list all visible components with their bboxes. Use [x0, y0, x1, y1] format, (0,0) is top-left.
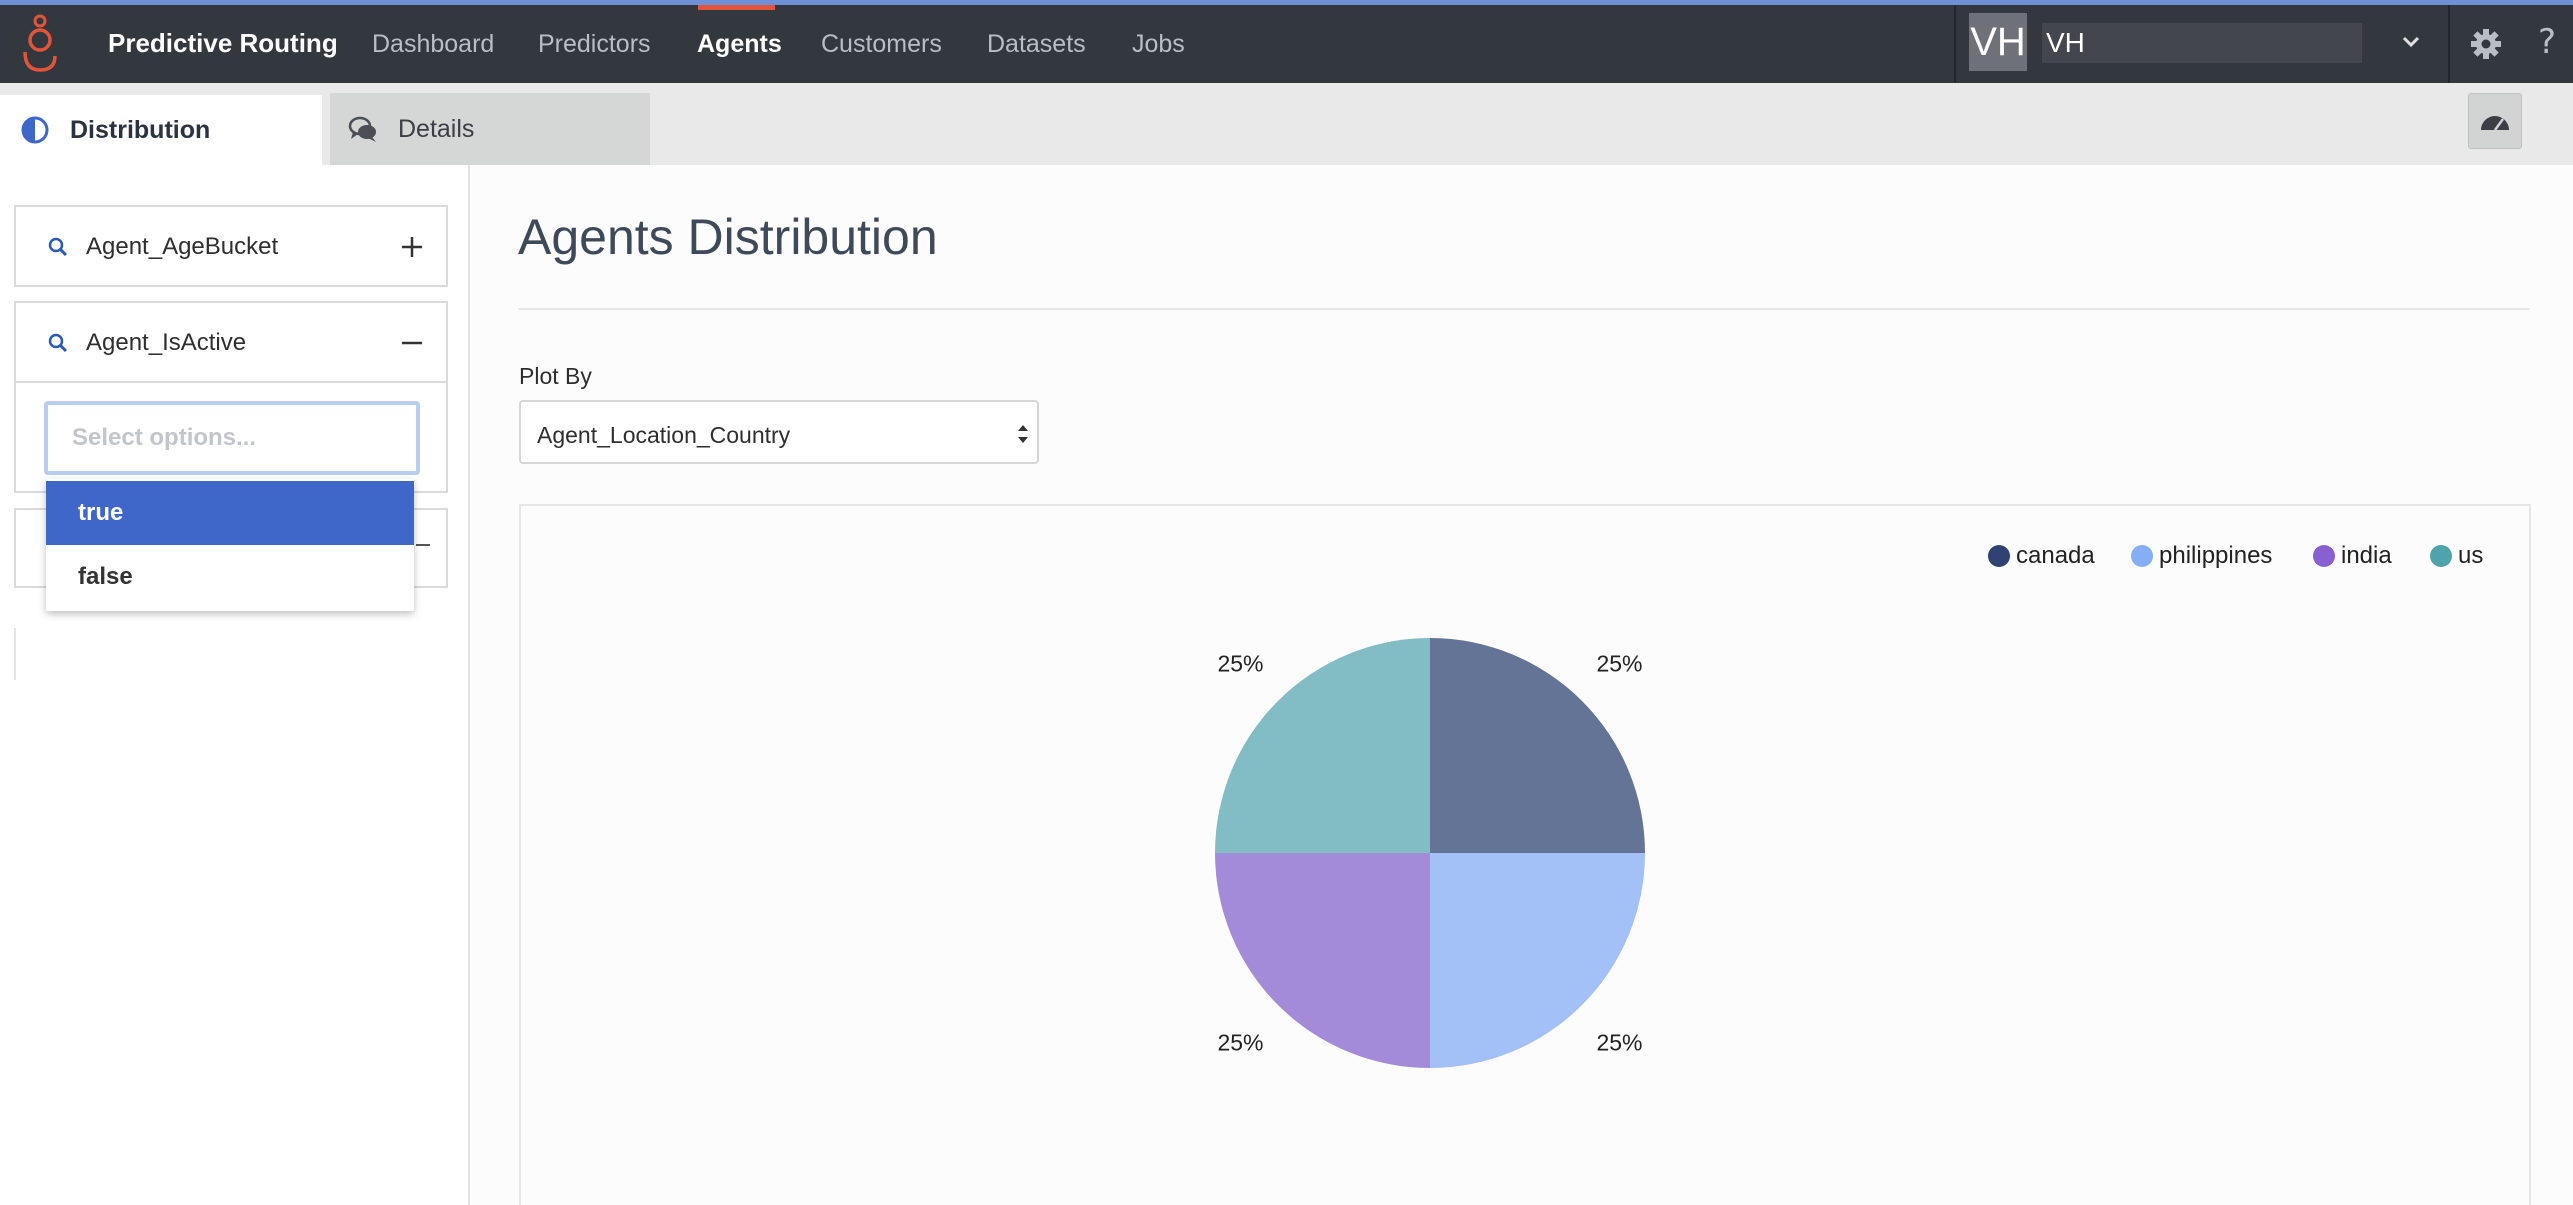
pie-label-us: 25% [1217, 650, 1263, 676]
nav-agents[interactable]: Agents [697, 30, 782, 58]
legend-label-philippines: philippines [2159, 542, 2273, 569]
pie-chart: 25% 25% 25% 25% [1215, 638, 1645, 1068]
tab-details[interactable]: Details [330, 93, 650, 165]
nav-active-indicator [698, 5, 775, 10]
filter-agent-isactive[interactable]: Agent_IsActive [14, 301, 448, 383]
legend-item-india[interactable]: india [2313, 542, 2392, 570]
nav-predictors[interactable]: Predictors [538, 30, 651, 58]
plot-by-label: Plot By [519, 363, 592, 389]
pie-slice-canada[interactable] [1430, 638, 1645, 853]
legend-item-philippines[interactable]: philippines [2131, 542, 2272, 570]
nav-dashboard[interactable]: Dashboard [372, 30, 495, 58]
legend-dot-india [2313, 545, 2335, 567]
tab-bar: Distribution Details [0, 83, 2573, 165]
pie-label-philippines: 25% [1596, 1030, 1642, 1056]
plot-by-select[interactable]: Agent_Location_Country [519, 400, 1039, 464]
search-icon [48, 333, 68, 353]
legend-dot-canada [1988, 545, 2010, 567]
nav-customers[interactable]: Customers [821, 30, 942, 58]
panel-edge-line [14, 628, 16, 680]
select-arrows-icon [1018, 425, 1028, 443]
legend-dot-philippines [2131, 545, 2153, 567]
gauge-icon [2481, 116, 2509, 131]
minus-icon[interactable] [396, 327, 428, 359]
option-false[interactable]: false [46, 545, 414, 609]
filter-label: Agent_IsActive [86, 329, 247, 356]
pie-label-canada: 25% [1596, 650, 1642, 676]
legend-label-canada: canada [2016, 542, 2095, 569]
tab-distribution[interactable]: Distribution [0, 93, 322, 165]
top-navigation-bar: Predictive Routing Dashboard Predictors … [0, 0, 2573, 83]
help-icon[interactable]: ? [2538, 22, 2557, 62]
legend-label-india: india [2341, 542, 2392, 569]
title-divider [518, 308, 2530, 310]
pie-slice-india[interactable] [1215, 853, 1430, 1068]
tab-distribution-label: Distribution [70, 115, 211, 144]
nav-datasets[interactable]: Datasets [987, 30, 1086, 58]
legend-label-us: us [2458, 542, 2484, 569]
user-select[interactable]: VH [2042, 23, 2362, 63]
page-title: Agents Distribution [518, 209, 938, 265]
chevron-down-icon[interactable] [2396, 27, 2426, 57]
select-options-field[interactable] [48, 405, 416, 471]
app-title: Predictive Routing [108, 28, 338, 58]
minus-icon[interactable] [416, 544, 430, 546]
plus-icon[interactable] [396, 231, 428, 263]
legend-item-canada[interactable]: canada [1988, 542, 2095, 570]
filter-agent-agebucket[interactable]: Agent_AgeBucket [14, 205, 448, 287]
top-accent-line [0, 0, 2573, 5]
select-options-input[interactable] [44, 401, 420, 475]
gear-icon[interactable] [2470, 28, 2502, 60]
chat-bubbles-icon [348, 116, 376, 142]
filter-label: Agent_AgeBucket [86, 233, 279, 260]
tab-details-label: Details [398, 114, 475, 143]
genesys-logo-icon [23, 14, 57, 72]
option-true[interactable]: true [46, 481, 414, 545]
half-circle-icon [21, 116, 49, 144]
search-icon [48, 237, 68, 257]
pie-slice-philippines[interactable] [1430, 853, 1645, 1068]
nav-jobs[interactable]: Jobs [1132, 30, 1185, 58]
pie-slice-us[interactable] [1215, 638, 1430, 853]
options-dropdown: true false [46, 479, 414, 611]
legend-dot-us [2430, 545, 2452, 567]
legend-item-us[interactable]: us [2430, 542, 2483, 570]
user-menu[interactable]: VH VH [1954, 5, 2450, 83]
avatar: VH [1969, 13, 2027, 71]
plot-by-value: Agent_Location_Country [537, 422, 791, 448]
pie-label-india: 25% [1217, 1030, 1263, 1056]
gauge-button[interactable] [2468, 93, 2522, 149]
